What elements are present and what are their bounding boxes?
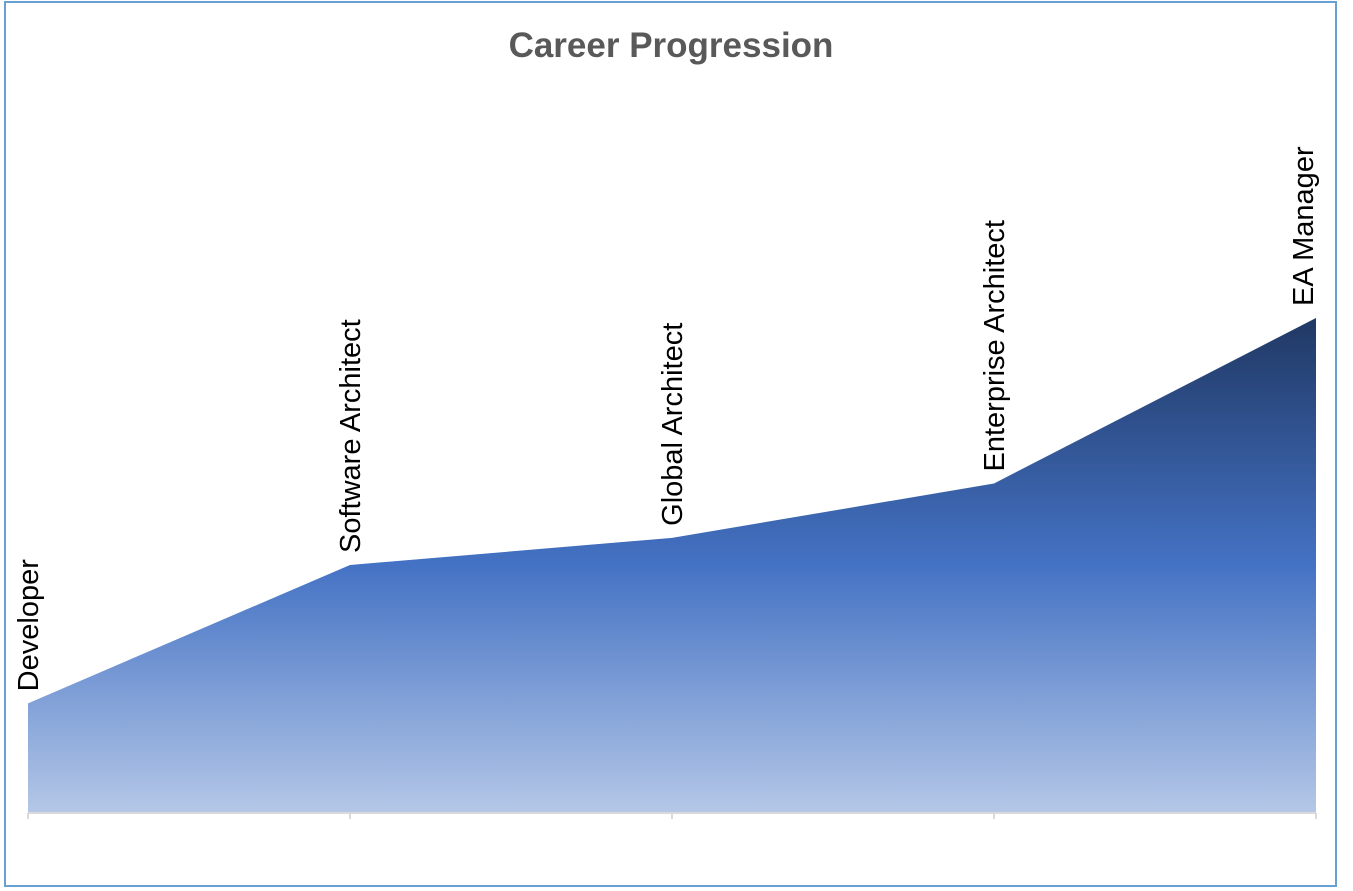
data-point — [350, 565, 351, 566]
category-label: Global Architect — [657, 323, 689, 526]
category-label: Software Architect — [335, 319, 367, 553]
category-label: Developer — [13, 559, 45, 692]
chart-title: Career Progression — [509, 26, 834, 65]
category-label: Enterprise Architect — [979, 220, 1011, 471]
area-series — [28, 318, 1316, 812]
data-point — [28, 703, 29, 704]
data-point — [672, 537, 673, 538]
data-point — [1316, 318, 1317, 319]
data-point — [994, 483, 995, 484]
category-label: EA Manager — [1288, 146, 1320, 306]
